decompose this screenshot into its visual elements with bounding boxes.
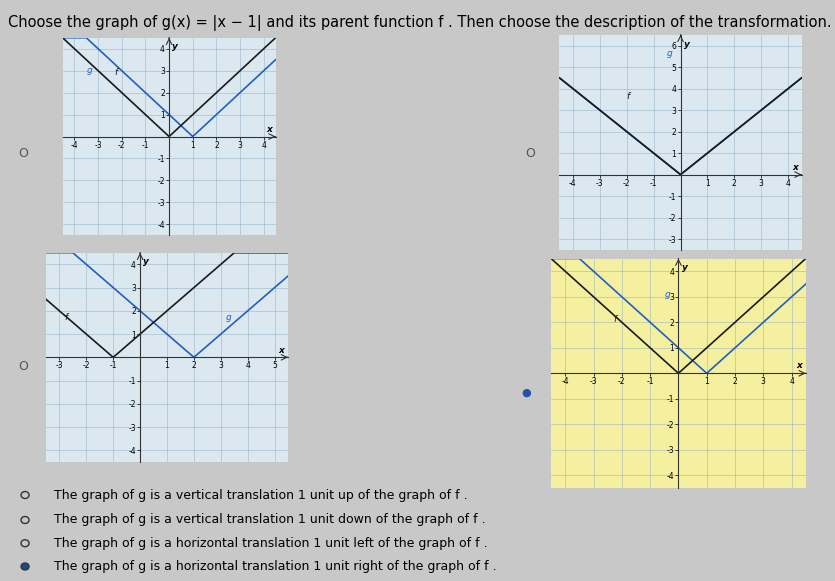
Text: f: f	[65, 313, 68, 322]
Text: y: y	[144, 257, 149, 266]
Text: y: y	[172, 42, 178, 51]
Text: Choose the graph of g(x) = |x − 1| and its parent function f . Then choose the d: Choose the graph of g(x) = |x − 1| and i…	[8, 15, 832, 31]
Text: f: f	[614, 315, 616, 324]
Text: x: x	[278, 346, 284, 354]
Text: x: x	[792, 163, 798, 172]
Text: g: g	[86, 66, 92, 75]
Text: y: y	[682, 263, 688, 272]
Text: O: O	[18, 360, 28, 372]
Text: O: O	[525, 148, 535, 160]
Text: g: g	[226, 313, 232, 322]
Text: f: f	[627, 92, 630, 101]
Text: x: x	[797, 361, 802, 370]
Text: y: y	[684, 41, 690, 49]
Text: g: g	[665, 290, 670, 299]
Text: The graph of g is a horizontal translation 1 unit right of the graph of f .: The graph of g is a horizontal translati…	[54, 560, 497, 573]
Text: O: O	[18, 148, 28, 160]
Text: The graph of g is a vertical translation 1 unit up of the graph of f .: The graph of g is a vertical translation…	[54, 489, 468, 501]
Text: g: g	[667, 49, 673, 58]
Text: The graph of g is a horizontal translation 1 unit left of the graph of f .: The graph of g is a horizontal translati…	[54, 537, 488, 550]
Text: The graph of g is a vertical translation 1 unit down of the graph of f .: The graph of g is a vertical translation…	[54, 514, 486, 526]
Text: x: x	[266, 125, 272, 134]
Text: ●: ●	[521, 387, 531, 397]
Text: f: f	[114, 68, 118, 77]
